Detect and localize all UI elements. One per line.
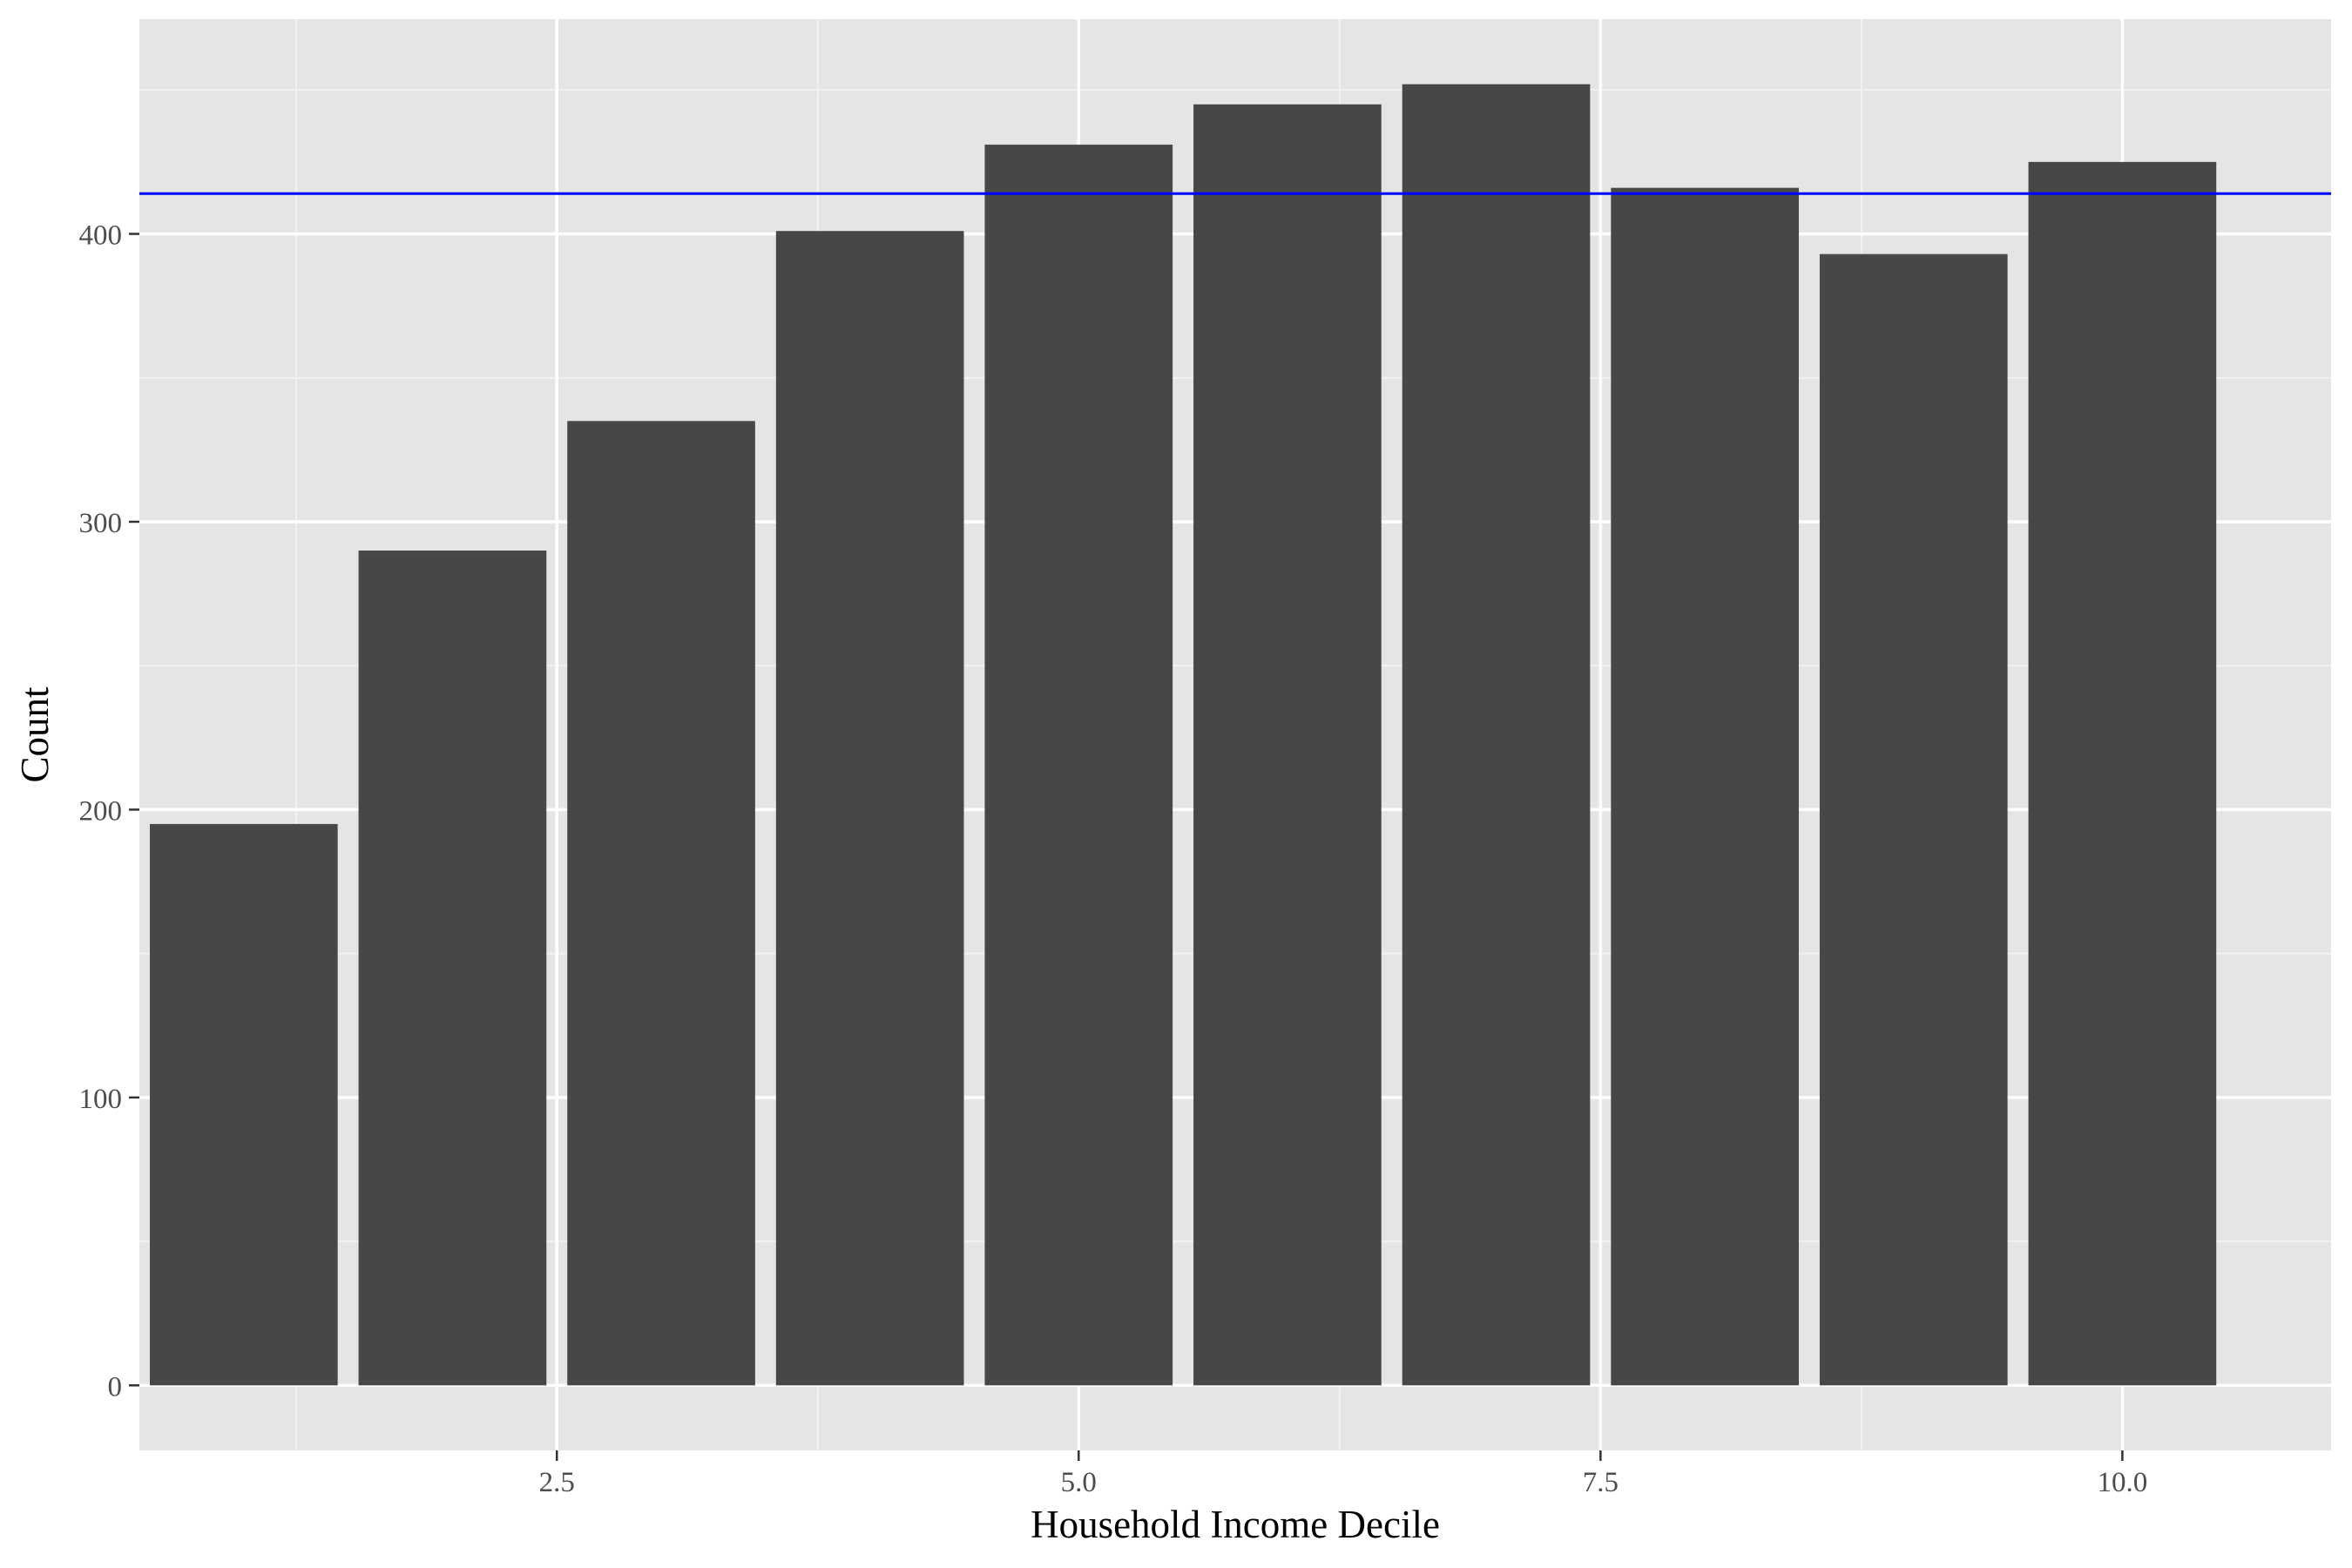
y-tick-label: 0 [108, 1371, 123, 1402]
x-tick-label: 10.0 [2098, 1467, 2148, 1498]
y-tick-label: 200 [79, 795, 123, 827]
axis-ticks [129, 233, 2124, 1461]
bar [358, 551, 547, 1386]
y-tick-label: 100 [79, 1084, 123, 1115]
bar [775, 231, 964, 1386]
y-axis-title: Count [13, 686, 57, 783]
x-axis-title: Household Income Decile [1031, 1503, 1440, 1546]
y-tick-label: 400 [79, 220, 123, 252]
bar [1402, 84, 1591, 1386]
axis-tick-labels: 0 100 200 300 400 2.5 5.0 7.5 10.0 [79, 220, 2148, 1498]
x-tick-label: 5.0 [1061, 1467, 1097, 1498]
bar [149, 823, 338, 1386]
bar [1611, 187, 1799, 1386]
y-tick-label: 300 [79, 508, 123, 539]
bar [567, 421, 755, 1386]
bars [149, 84, 2217, 1386]
bar [1819, 253, 2008, 1386]
bar [984, 145, 1173, 1386]
bar [1193, 104, 1382, 1386]
bar [2028, 161, 2217, 1386]
x-tick-label: 7.5 [1583, 1467, 1619, 1498]
x-tick-label: 2.5 [539, 1467, 575, 1498]
